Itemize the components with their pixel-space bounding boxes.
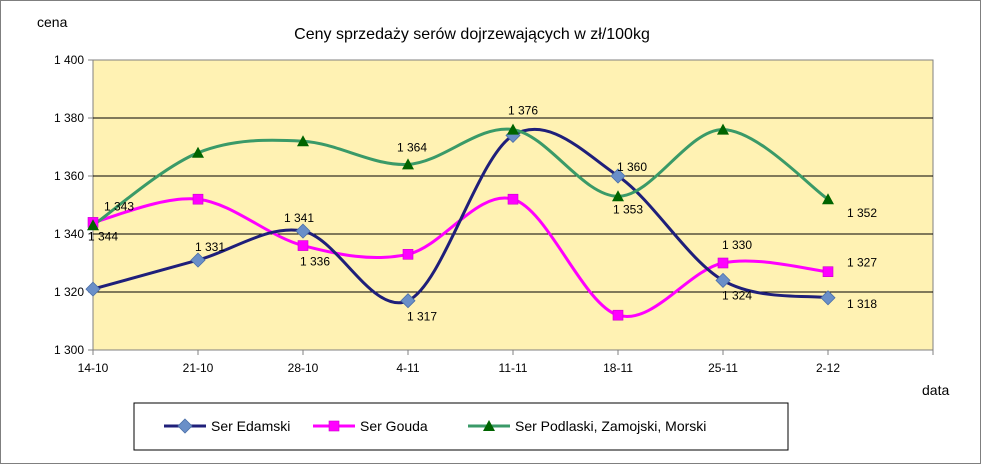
y-axis: 1 300 1 320 1 340 1 360 1 380 1 400 xyxy=(54,53,93,357)
legend-label-podlaski: Ser Podlaski, Zamojski, Morski xyxy=(515,418,706,434)
y-axis-label: cena xyxy=(37,14,68,30)
data-label-podlaski: 1 353 xyxy=(613,202,643,216)
data-label-edamski: 1 317 xyxy=(407,310,437,324)
x-tick-label: 14-10 xyxy=(78,361,109,375)
point-gouda xyxy=(612,309,624,321)
data-label-gouda: 1 336 xyxy=(300,255,330,269)
point-gouda xyxy=(822,266,834,278)
data-label-podlaski: 1 343 xyxy=(104,199,134,213)
point-edamski xyxy=(715,272,731,288)
y-tick-label: 1 360 xyxy=(54,169,84,183)
legend-box xyxy=(133,402,789,451)
x-tick-label: 4-11 xyxy=(396,361,419,375)
point-edamski xyxy=(400,293,416,309)
data-label-gouda: 1 330 xyxy=(722,238,752,252)
data-labels: 1 331 1 341 1 317 1 360 1 324 1 318 1 344 1 336… xyxy=(88,104,877,324)
y-tick-label: 1 300 xyxy=(54,343,84,357)
point-gouda xyxy=(507,193,519,205)
point-edamski xyxy=(190,252,206,268)
data-label-edamski: 1 341 xyxy=(284,211,314,225)
data-label-podlaski: 1 352 xyxy=(847,206,877,220)
x-tick-label: 18-11 xyxy=(603,361,633,375)
data-label-podlaski: 1 376 xyxy=(508,104,538,118)
point-edamski xyxy=(85,281,101,297)
y-tick-label: 1 340 xyxy=(54,227,84,241)
point-edamski xyxy=(295,223,311,239)
point-podlaski xyxy=(717,123,729,135)
x-tick-label: 11-11 xyxy=(499,361,528,375)
x-tick-label: 2-12 xyxy=(816,361,840,375)
y-tick-label: 1 380 xyxy=(54,111,84,125)
legend: Ser Edamski Ser Gouda Ser Podlaski, Zamojs… xyxy=(164,418,706,434)
point-gouda xyxy=(297,240,309,251)
chart-title: Ceny sprzedaży serów dojrzewających w zł… xyxy=(294,26,650,43)
series-markers xyxy=(85,123,836,321)
y-tick-label: 1 400 xyxy=(54,53,84,67)
point-podlaski xyxy=(822,193,834,205)
data-label-gouda: 1 344 xyxy=(88,229,118,243)
point-gouda xyxy=(192,193,204,205)
series-line-gouda xyxy=(92,196,829,319)
legend-label-gouda: Ser Gouda xyxy=(360,418,428,434)
point-edamski xyxy=(610,168,626,184)
series-lines xyxy=(92,127,829,319)
point-podlaski xyxy=(87,219,99,231)
series-line-podlaski xyxy=(92,127,829,227)
legend-marker-edamski xyxy=(177,418,193,434)
data-label-gouda: 1 327 xyxy=(847,256,877,270)
series-line-edamski xyxy=(92,128,829,305)
data-label-edamski: 1 360 xyxy=(617,160,647,174)
data-label-edamski: 1 318 xyxy=(847,297,877,311)
point-podlaski xyxy=(507,123,519,135)
legend-marker-podlaski xyxy=(483,420,495,431)
legend-label-edamski: Ser Edamski xyxy=(211,418,290,434)
data-label-edamski: 1 331 xyxy=(195,240,225,254)
data-label-edamski: 1 324 xyxy=(722,288,752,302)
x-tick-label: 28-10 xyxy=(288,361,319,375)
x-tick-label: 25-11 xyxy=(708,361,738,375)
data-label-podlaski: 1 364 xyxy=(397,140,427,154)
x-axis: 14-10 21-10 28-10 4-11 11-11 18-11 25-11 2-12 xyxy=(78,350,934,375)
point-podlaski xyxy=(192,146,204,158)
point-podlaski xyxy=(297,135,309,147)
legend-marker-gouda xyxy=(328,420,340,432)
grid-lines xyxy=(93,117,933,293)
plot-area xyxy=(92,59,934,351)
point-gouda xyxy=(402,249,414,260)
point-podlaski xyxy=(612,190,624,202)
x-tick-label: 21-10 xyxy=(183,361,214,375)
y-tick-label: 1 320 xyxy=(54,285,84,299)
point-gouda xyxy=(717,257,729,269)
point-podlaski xyxy=(402,158,414,170)
x-axis-label: data xyxy=(922,382,949,398)
point-edamski xyxy=(820,290,836,306)
